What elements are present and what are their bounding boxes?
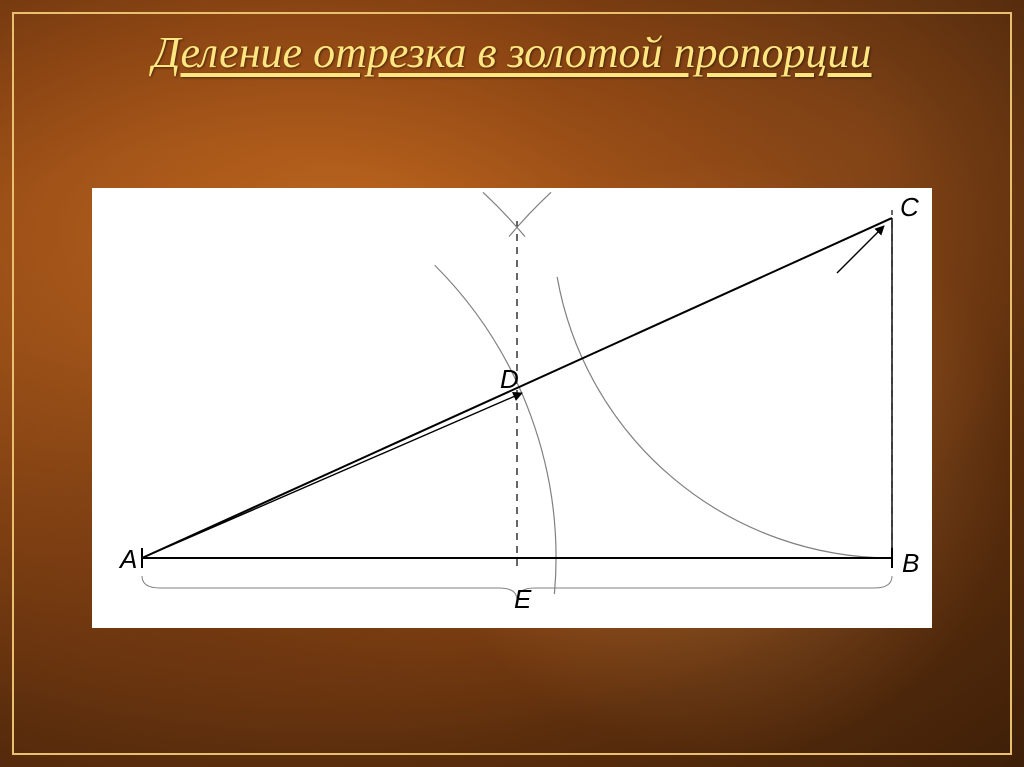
diagram-svg: A B C D E [92,188,932,628]
slide-root: Деление отрезка в золотой пропорции A B C D… [0,0,1024,767]
slide-title: Деление отрезка в золотой пропорции [0,0,1024,79]
svg-text:B: B [902,548,919,578]
svg-text:A: A [118,544,137,574]
svg-text:C: C [900,192,919,222]
svg-text:E: E [514,584,532,614]
svg-text:D: D [500,364,519,394]
golden-ratio-diagram: A B C D E [92,188,932,628]
